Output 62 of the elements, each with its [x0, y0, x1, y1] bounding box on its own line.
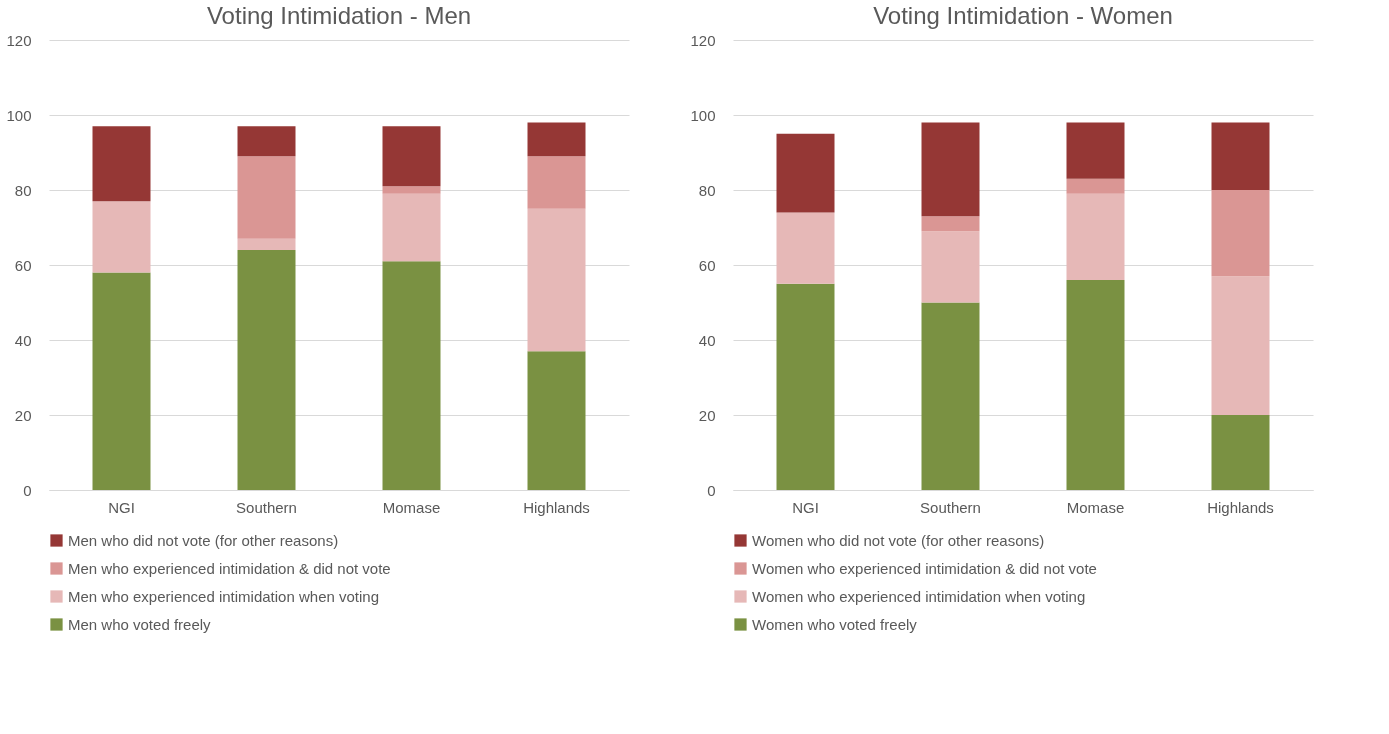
y-tick-label: 100 [6, 106, 32, 124]
y-tick-label: 60 [14, 256, 32, 274]
legend-label: Women who did not vote (for other reasons) [752, 531, 1045, 549]
y-tick-label: 40 [14, 331, 32, 349]
y-tick-label: 0 [707, 481, 716, 499]
bar [382, 186, 441, 194]
bar [382, 193, 441, 262]
bar [237, 250, 296, 490]
legend-label: Men who did not vote (for other reasons) [68, 531, 339, 549]
bar [921, 302, 980, 490]
y-tick-label: 20 [14, 406, 32, 424]
bar [382, 261, 441, 490]
bar [527, 351, 586, 490]
bar [92, 201, 151, 273]
x-tick-label: Highlands [523, 498, 590, 516]
y-tick-label: 80 [14, 181, 32, 199]
legend-label: Men who experienced intimidation & did not vote [68, 559, 391, 577]
y-tick-label: 100 [690, 106, 716, 124]
legend-label: Men who experienced intimidation when voting [68, 587, 380, 605]
bar [1211, 415, 1270, 490]
x-tick-label: Highlands [1207, 498, 1274, 516]
bar [1066, 280, 1125, 490]
y-tick-label: 20 [698, 406, 716, 424]
bar [92, 272, 151, 490]
bar [237, 238, 296, 250]
x-tick-label: NGI [792, 498, 819, 516]
legend-label: Women who voted freely [752, 615, 918, 633]
chart-title: Voting Intimidation - Men [206, 2, 472, 29]
y-tick-label: 120 [6, 31, 32, 49]
y-tick-label: 60 [698, 256, 716, 274]
bar [527, 208, 586, 352]
bar [527, 122, 586, 157]
x-tick-label: Southern [236, 498, 297, 516]
bar [1211, 190, 1270, 277]
bar [921, 122, 980, 217]
bar [921, 231, 980, 303]
x-tick-label: NGI [108, 498, 135, 516]
bar [1211, 122, 1270, 190]
y-tick-label: 120 [690, 31, 716, 49]
legend-label: Women who experienced intimidation when voting [752, 587, 1086, 605]
bar [527, 156, 586, 209]
bar [1066, 178, 1125, 194]
x-tick-label: Southern [920, 498, 981, 516]
bar [1066, 193, 1125, 280]
y-tick-label: 80 [698, 181, 716, 199]
legend-label: Women who experienced intimidation & did not vote [752, 559, 1097, 577]
legend-label: Men who voted freely [68, 615, 212, 633]
bar [776, 283, 835, 490]
y-tick-label: 40 [698, 331, 716, 349]
bar [92, 126, 151, 202]
chart-title: Voting Intimidation - Women [873, 2, 1173, 29]
bar [237, 156, 296, 239]
bar [1066, 122, 1125, 179]
bar [1211, 276, 1270, 415]
x-tick-label: Momase [382, 498, 441, 516]
bar [776, 212, 835, 284]
y-tick-label: 0 [23, 481, 32, 499]
bar [921, 216, 980, 232]
bar [776, 133, 835, 213]
bar [382, 126, 441, 187]
bar [237, 126, 296, 157]
x-tick-label: Momase [1066, 498, 1125, 516]
